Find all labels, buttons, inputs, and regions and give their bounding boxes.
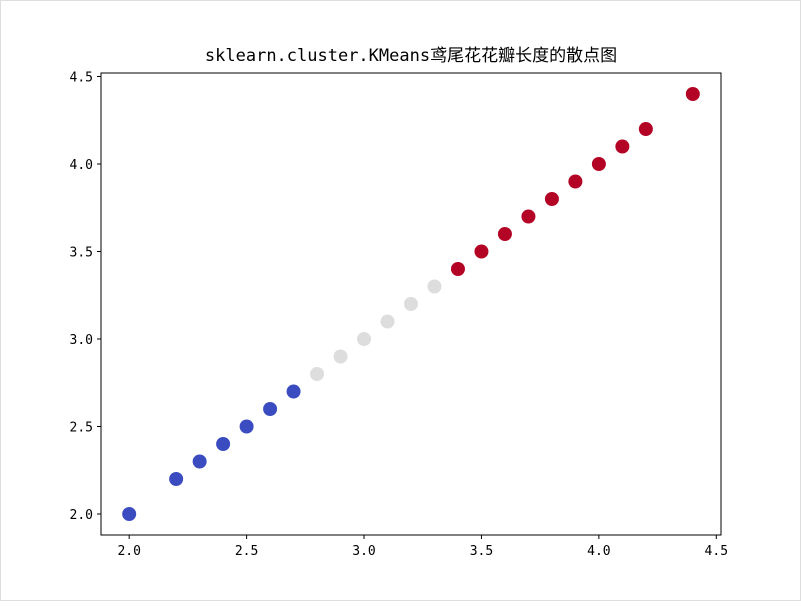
- data-point: [404, 297, 418, 311]
- axes-frame: [100, 72, 722, 536]
- axis-ticks: 2.0 2.5 3.0 3.5 4.0 4.5 2.0 2.5 3.0 3.5 4.0 4.5: [70, 71, 729, 560]
- y-tick-label: 2.0: [70, 508, 93, 523]
- data-point: [286, 384, 301, 399]
- data-point: [638, 122, 653, 136]
- data-point: [333, 349, 348, 364]
- x-tick-label: 4.0: [587, 544, 610, 559]
- data-point: [192, 454, 207, 469]
- y-tick-label: 3.0: [70, 333, 93, 348]
- data-point: [450, 262, 465, 276]
- x-tick-label: 2.0: [117, 544, 140, 559]
- x-tick-label: 4.5: [705, 544, 728, 559]
- y-tick-label: 4.0: [70, 158, 93, 173]
- data-point: [497, 227, 512, 241]
- x-tick-label: 3.0: [352, 544, 375, 559]
- chart-title: sklearn.cluster.KMeans鸢尾花花瓣长度的散点图: [205, 46, 617, 66]
- y-tick-label: 2.5: [70, 421, 93, 436]
- y-tick-label: 3.5: [70, 246, 93, 261]
- x-tick-label: 2.5: [235, 544, 258, 559]
- data-point: [357, 332, 372, 346]
- data-point: [568, 174, 583, 189]
- data-point: [216, 437, 231, 451]
- data-point: [380, 314, 395, 329]
- data-point: [685, 87, 700, 101]
- data-point: [169, 472, 184, 486]
- data-point: [310, 367, 325, 381]
- x-tick-label: 3.5: [470, 544, 493, 559]
- data-point: [474, 244, 489, 259]
- data-point: [263, 402, 278, 416]
- data-points: [122, 87, 700, 521]
- data-point: [122, 507, 137, 521]
- data-point: [521, 209, 536, 224]
- data-point: [427, 279, 442, 294]
- data-point: [544, 192, 559, 206]
- data-point: [615, 139, 630, 154]
- data-point: [591, 157, 606, 171]
- data-point: [239, 419, 254, 434]
- y-tick-label: 4.5: [70, 71, 93, 86]
